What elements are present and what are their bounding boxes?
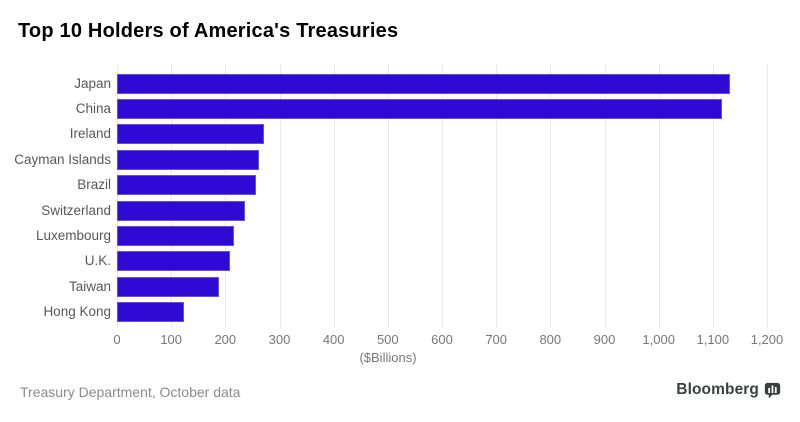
gridline-0 <box>117 64 118 328</box>
bloomberg-logo: Bloomberg <box>676 381 781 399</box>
category-label-switzerland: Switzerland <box>41 202 111 218</box>
x-tick-1200: 1,200 <box>750 332 784 347</box>
gridline-200 <box>225 64 227 328</box>
gridline-800 <box>550 64 552 328</box>
bloomberg-chart-bubble-icon <box>764 382 781 398</box>
gridline-1000 <box>658 64 660 328</box>
bar-switzerland <box>117 200 245 221</box>
bar-china <box>117 98 722 119</box>
chart-title: Top 10 Holders of America's Treasuries <box>18 20 399 42</box>
category-label-china: China <box>75 100 111 116</box>
source-note: Treasury Department, October data <box>20 384 241 400</box>
x-tick-1000: 1,000 <box>642 332 675 347</box>
x-tick-500: 500 <box>376 332 399 347</box>
gridline-500 <box>387 64 389 328</box>
gridline-1200 <box>767 64 768 328</box>
x-tick-800: 800 <box>539 332 562 347</box>
plot-area <box>117 64 770 328</box>
bloomberg-wordmark: Bloomberg <box>676 381 759 398</box>
gridline-600 <box>442 64 443 328</box>
category-label-taiwan: Taiwan <box>68 278 111 294</box>
category-label-luxembourg: Luxembourg <box>35 228 111 243</box>
x-tick-900: 900 <box>593 332 616 347</box>
x-tick-0: 0 <box>113 332 121 347</box>
category-label-ireland: Ireland <box>69 126 111 142</box>
bar-u-k <box>117 251 231 272</box>
gridline-300 <box>279 64 281 328</box>
x-tick-200: 200 <box>214 332 237 347</box>
gridline-700 <box>496 64 498 328</box>
bar-hong-kong <box>117 302 185 323</box>
bar-japan <box>117 73 731 94</box>
bar-cayman-islands <box>117 149 259 170</box>
x-axis-caption: ($Billions) <box>359 350 417 365</box>
category-label-hong-kong: Hong Kong <box>43 304 111 320</box>
gridline-1100 <box>712 64 714 328</box>
x-tick-100: 100 <box>160 332 183 347</box>
x-tick-400: 400 <box>322 332 345 347</box>
bar-taiwan <box>117 276 220 297</box>
category-label-cayman-islands: Cayman Islands <box>14 151 111 167</box>
category-label-japan: Japan <box>74 75 111 91</box>
category-label-u-k: U.K. <box>84 253 111 269</box>
x-tick-1100: 1,100 <box>696 332 730 347</box>
gridline-900 <box>604 64 606 328</box>
gridline-100 <box>171 64 173 328</box>
x-tick-300: 300 <box>268 332 291 347</box>
x-tick-600: 600 <box>431 332 453 347</box>
bar-brazil <box>117 175 256 196</box>
bar-luxembourg <box>117 226 234 246</box>
category-label-brazil: Brazil <box>77 177 111 193</box>
x-tick-700: 700 <box>485 332 508 347</box>
gridline-400 <box>333 64 335 328</box>
bar-ireland <box>117 124 264 145</box>
